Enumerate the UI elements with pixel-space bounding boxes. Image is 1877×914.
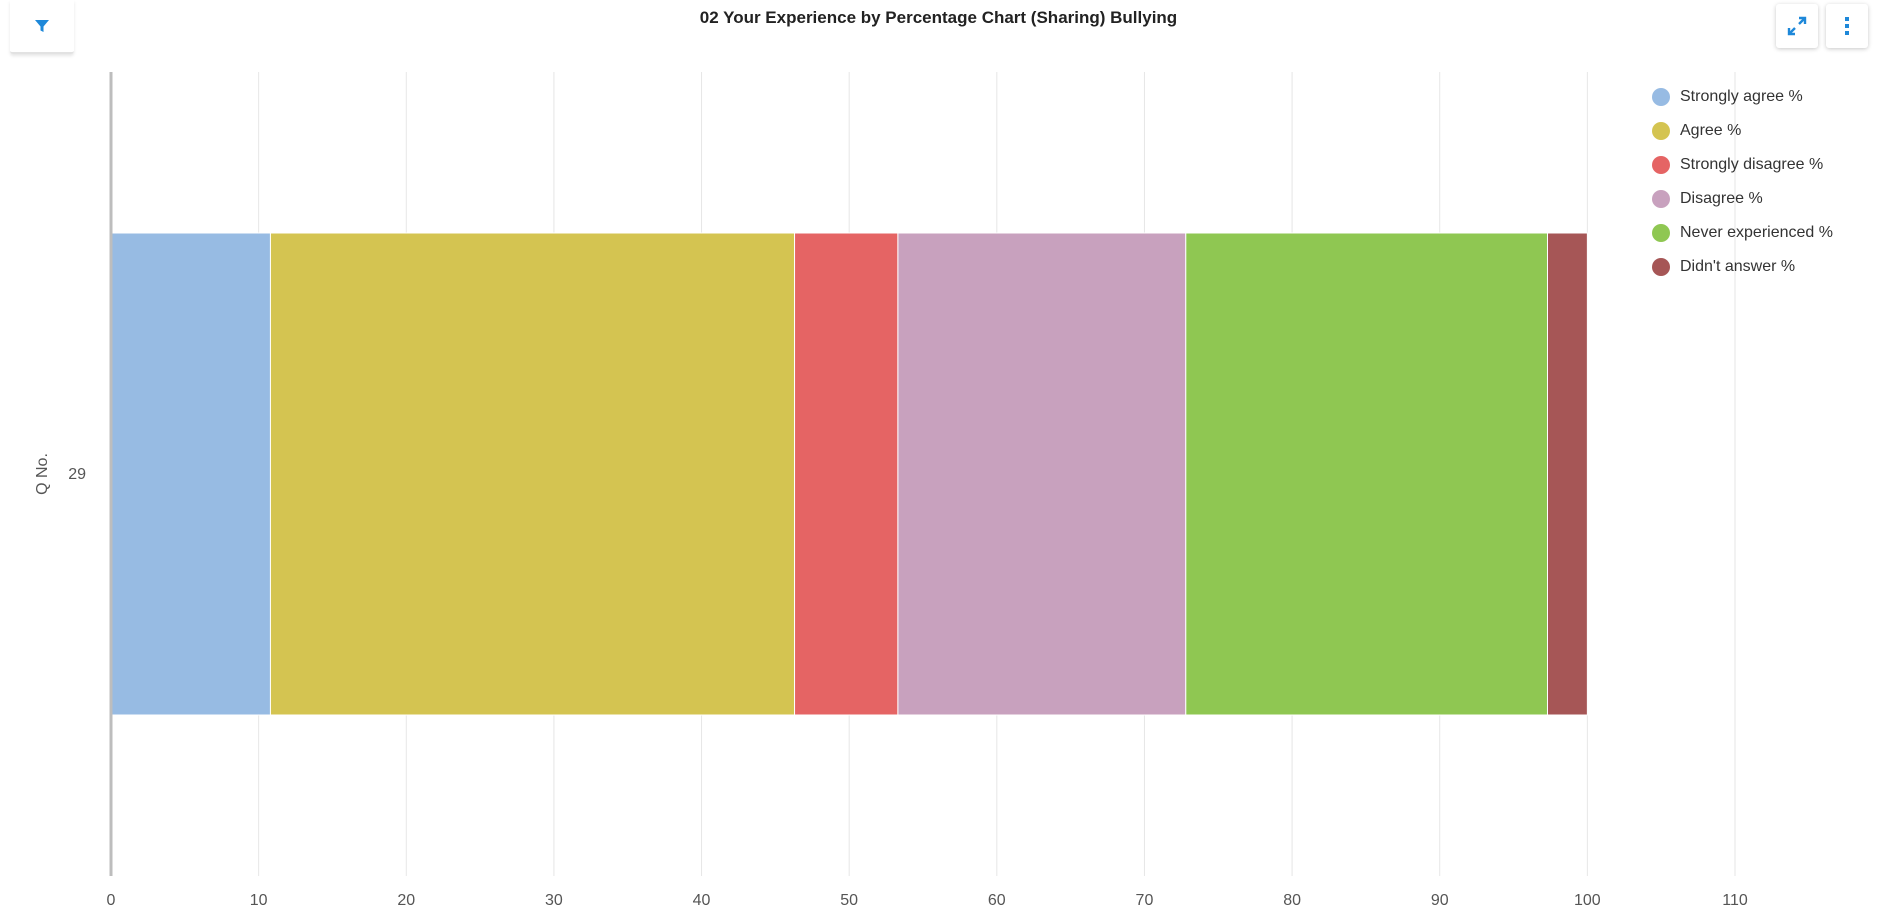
- legend-swatch: [1652, 156, 1670, 174]
- legend-label: Disagree %: [1680, 190, 1763, 207]
- legend-swatch: [1652, 88, 1670, 106]
- x-tick-label: 20: [397, 892, 415, 909]
- expand-icon: [1787, 16, 1807, 36]
- x-tick-label: 100: [1574, 892, 1601, 909]
- x-tick-label: 10: [250, 892, 268, 909]
- legend-item[interactable]: Disagree %: [1652, 182, 1833, 216]
- x-tick-label: 60: [988, 892, 1006, 909]
- x-axis-ticks: 0 10 20 30 40 50 60 70 80 90 100 110: [107, 892, 1748, 909]
- chart-title: 02 Your Experience by Percentage Chart (…: [699, 8, 1178, 27]
- legend-item[interactable]: Never experienced %: [1652, 216, 1833, 250]
- legend-swatch: [1652, 224, 1670, 242]
- more-options-button[interactable]: [1826, 4, 1868, 48]
- x-tick-label: 70: [1136, 892, 1154, 909]
- legend-label: Strongly agree %: [1680, 88, 1803, 105]
- x-tick-label: 80: [1283, 892, 1301, 909]
- expand-button[interactable]: [1776, 4, 1818, 48]
- legend-swatch: [1652, 190, 1670, 208]
- bar-segment[interactable]: [1185, 232, 1549, 716]
- x-tick-label: 50: [840, 892, 858, 909]
- bar-segments: [110, 232, 1588, 716]
- legend-item[interactable]: Agree %: [1652, 114, 1833, 148]
- bar-segment[interactable]: [794, 232, 899, 716]
- legend-swatch: [1652, 258, 1670, 276]
- x-tick-label: 30: [545, 892, 563, 909]
- legend-label: Didn't answer %: [1680, 258, 1796, 275]
- legend-swatch: [1652, 122, 1670, 140]
- legend-label: Strongly disagree %: [1680, 156, 1824, 173]
- legend-label: Agree %: [1680, 122, 1742, 139]
- category-label: 29: [68, 466, 86, 483]
- legend-item[interactable]: Didn't answer %: [1652, 250, 1833, 284]
- x-tick-label: 110: [1722, 892, 1748, 909]
- x-tick-label: 90: [1431, 892, 1449, 909]
- bar-segment[interactable]: [897, 232, 1187, 716]
- filter-icon: [35, 20, 49, 32]
- x-tick-label: 0: [107, 892, 116, 909]
- y-axis-title: Q No.: [34, 453, 51, 495]
- x-tick-label: 40: [693, 892, 711, 909]
- legend-item[interactable]: Strongly disagree %: [1652, 148, 1833, 182]
- legend-label: Never experienced %: [1680, 224, 1833, 241]
- legend-item[interactable]: Strongly agree %: [1652, 80, 1833, 114]
- legend: Strongly agree % Agree % Strongly disagree…: [1652, 80, 1833, 284]
- filter-button[interactable]: [10, 0, 74, 54]
- bar-segment[interactable]: [269, 232, 796, 716]
- bar-segment[interactable]: [110, 232, 271, 716]
- kebab-menu-icon: [1845, 17, 1849, 35]
- bar-segment[interactable]: [1547, 232, 1588, 716]
